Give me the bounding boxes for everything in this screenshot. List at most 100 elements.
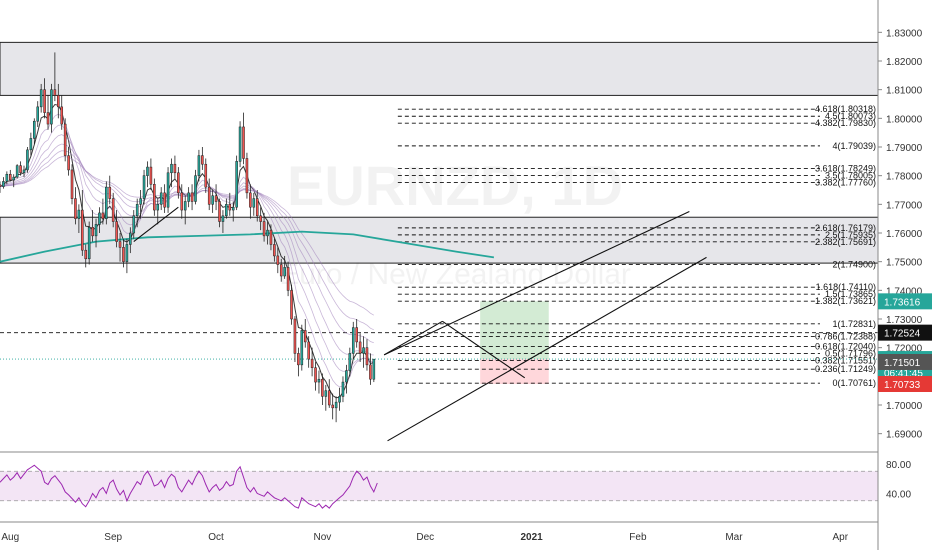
candle-body: [98, 212, 101, 225]
fib-level-label: 1.382(1.73621): [815, 296, 876, 306]
candle-body: [249, 192, 252, 208]
price-tick-label: 1.75000: [886, 258, 923, 269]
candle-body: [2, 181, 5, 187]
price-axis[interactable]: 1.83000 1.82000 1.81000 1.80000 1.79000 1.780…: [877, 0, 932, 550]
candle-body: [12, 176, 15, 181]
candle-body: [259, 215, 262, 222]
candle-body: [197, 155, 201, 176]
candle-body: [190, 192, 194, 202]
price-axis-background: [878, 0, 932, 550]
price-tag-label: 1.72524: [884, 329, 921, 340]
candle-body: [348, 353, 352, 371]
candle-body: [163, 192, 166, 208]
candle-body: [159, 192, 163, 205]
time-tick-label: Aug: [1, 532, 19, 543]
candle-body: [327, 390, 331, 406]
candle-body: [19, 165, 22, 174]
time-axis[interactable]: Aug Sep Oct Nov Dec 2021 Feb Mar Apr: [0, 521, 878, 543]
time-tick-label: Mar: [725, 532, 743, 543]
fib-level-label: 4.618(1.80318): [815, 104, 876, 114]
candle-body: [262, 221, 266, 237]
candle-body: [238, 126, 242, 162]
candle-body: [334, 401, 338, 409]
candle-body: [29, 138, 33, 151]
candle-body: [310, 358, 314, 368]
time-tick-label: 2021: [520, 532, 543, 543]
rsi-pane: [0, 451, 878, 509]
candle-body: [50, 89, 53, 125]
candle-body: [149, 166, 153, 185]
candle-body: [177, 172, 180, 194]
fib-level-label: 4.382(1.79830): [815, 118, 876, 128]
candle-body: [46, 112, 50, 125]
price-tag-label: 1.73616: [884, 297, 921, 308]
rsi-line: [0, 464, 378, 509]
candle-body: [36, 106, 40, 122]
candle-body: [201, 155, 204, 165]
rsi-tick-label: 80.00: [886, 460, 911, 471]
candle-body: [173, 163, 177, 174]
candle-body: [15, 165, 19, 178]
candle-body: [372, 358, 376, 380]
candle-body: [43, 89, 46, 113]
watermark-subtitle: Euro / New Zealand Dollar: [279, 258, 631, 291]
time-tick-label: Sep: [104, 532, 122, 543]
candle-body: [135, 204, 139, 217]
candle-body: [297, 353, 300, 366]
fib-level-label: 0.786(1.72388): [815, 332, 876, 342]
candle-body: [77, 209, 81, 219]
fib-level-label: 4.5(1.80073): [825, 111, 876, 121]
price-tick-label: 1.82000: [886, 57, 923, 68]
candle-body: [293, 318, 297, 354]
candle-body: [101, 212, 105, 219]
fib-level-label: 2.618(1.76179): [815, 223, 876, 233]
candle-body: [139, 198, 142, 205]
candle-body: [358, 341, 362, 354]
fib-level-label: 0.236(1.71249): [815, 364, 876, 374]
candle-body: [81, 209, 84, 251]
candle-body: [221, 215, 225, 222]
candle-body: [276, 255, 280, 265]
price-tag: [878, 293, 932, 310]
fib-level-label: 4(1.79039): [832, 141, 876, 151]
candle-body: [207, 186, 211, 205]
time-tick-label: Dec: [416, 532, 434, 543]
trend-channel-line: [133, 206, 179, 243]
watermark: EURNZD, 1D: [287, 154, 623, 217]
position-stop-area: [480, 359, 549, 384]
candle-body: [365, 347, 369, 366]
candle-body: [94, 224, 98, 237]
candle-body: [314, 367, 317, 383]
candle-body: [187, 192, 190, 202]
price-tag: [878, 375, 932, 392]
ema-long-line: [0, 230, 495, 263]
candle-body: [26, 149, 29, 171]
candle-body: [303, 330, 307, 343]
fib-level-label: 0(1.70761): [832, 378, 876, 388]
candle-body: [279, 264, 283, 277]
candle-body: [266, 229, 269, 237]
candle-body: [204, 163, 208, 188]
candle-body: [286, 267, 290, 291]
ma-ribbon-line: [0, 150, 374, 331]
candle-body: [317, 378, 321, 383]
candle-body: [156, 204, 160, 211]
price-tag-label: 1.71501: [884, 358, 921, 369]
candle-body: [170, 163, 173, 174]
fib-level-label: 3.5(1.78005): [825, 171, 876, 181]
candle-body: [111, 198, 115, 222]
candle-body: [211, 195, 214, 205]
candle-body: [214, 195, 218, 202]
candle-body: [33, 120, 36, 139]
candle-body: [118, 241, 122, 248]
price-tick-label: 1.73000: [886, 315, 923, 326]
candle-body: [255, 198, 259, 217]
rsi-band: [0, 471, 878, 501]
candle-body: [369, 364, 372, 380]
candle-body: [39, 89, 43, 108]
candle-body: [228, 204, 232, 211]
candle-body: [67, 155, 70, 171]
candle-body: [153, 184, 156, 211]
candle-body: [273, 244, 276, 257]
